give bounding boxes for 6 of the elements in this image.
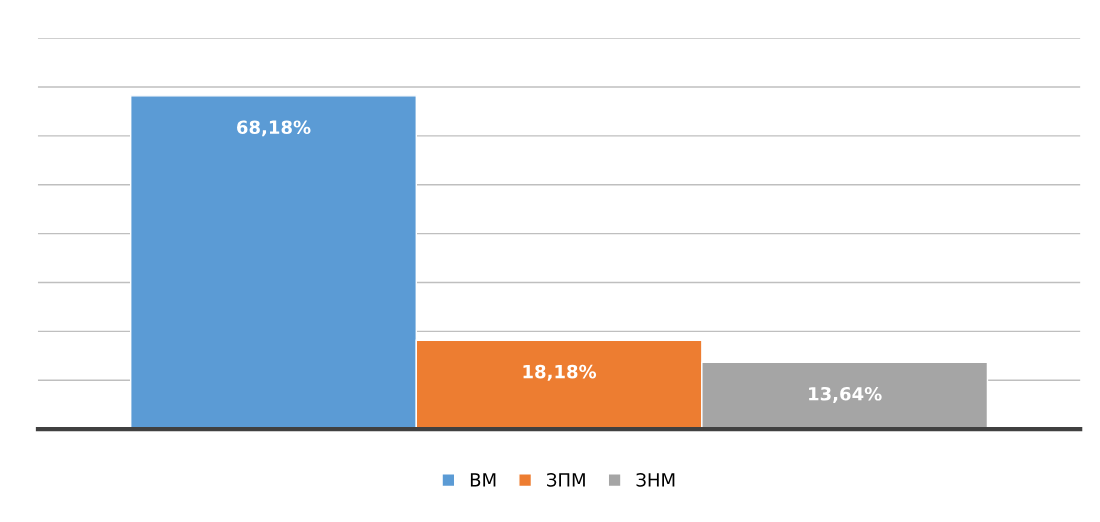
data-label: 18,18% bbox=[523, 364, 597, 381]
legend-label: ВМ bbox=[470, 473, 496, 487]
legend-label: ЗНМ bbox=[636, 473, 675, 487]
data-label: 13,64% bbox=[809, 386, 882, 403]
legend-label: ЗПМ bbox=[547, 473, 585, 487]
data-label: 68,18% bbox=[237, 120, 311, 137]
